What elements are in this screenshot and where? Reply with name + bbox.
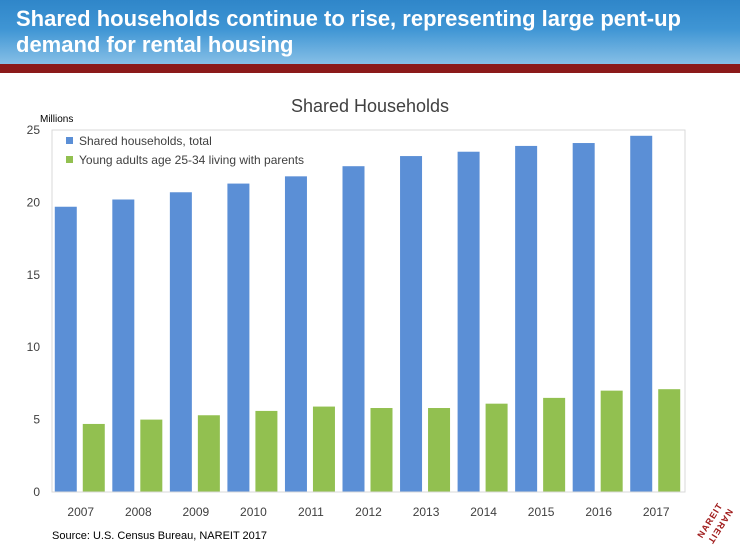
legend-label: Shared households, total	[79, 134, 212, 148]
bar-young-adults	[600, 390, 623, 492]
x-tick-label: 2017	[643, 505, 670, 519]
bar-shared-households	[457, 151, 480, 492]
bar-young-adults	[312, 406, 335, 492]
x-tick-label: 2010	[240, 505, 267, 519]
y-tick-label: 0	[33, 485, 40, 499]
bar-young-adults	[543, 397, 566, 492]
x-axis-ticks: 2007 2008 2009 2010 2011 2012 2013 2014 2015 2016…	[67, 505, 669, 519]
y-tick-label: 10	[27, 340, 41, 354]
bar-young-adults	[197, 415, 220, 492]
y-axis-label: Millions	[40, 114, 74, 125]
bar-shared-households	[112, 199, 135, 492]
bar-young-adults	[82, 423, 105, 492]
source-note: Source: U.S. Census Bureau, NAREIT 2017	[52, 530, 268, 542]
bar-shared-households	[400, 156, 423, 492]
chart-bars	[54, 135, 681, 493]
bar-young-adults	[140, 419, 163, 492]
slide-header: Shared households continue to rise, repr…	[0, 0, 740, 64]
bar-young-adults	[255, 410, 278, 492]
chart-title: Shared Households	[290, 96, 450, 116]
y-tick-label: 25	[27, 123, 41, 137]
bar-shared-households	[572, 143, 595, 493]
legend-swatch	[66, 156, 73, 163]
y-tick-label: 5	[33, 413, 40, 427]
bar-young-adults	[485, 403, 508, 492]
nareit-logo: NAREIT NAREIT	[695, 501, 735, 546]
bar-shared-households	[342, 166, 365, 492]
x-tick-label: 2008	[125, 505, 152, 519]
bar-shared-households	[227, 183, 250, 493]
x-tick-label: 2014	[470, 505, 497, 519]
y-tick-label: 20	[27, 195, 41, 209]
bar-shared-households	[515, 145, 538, 493]
bar-shared-households	[284, 176, 307, 492]
legend: Shared households, total Young adults age…	[66, 134, 304, 167]
x-tick-label: 2009	[183, 505, 210, 519]
y-axis-ticks: 0 5 10 15 20 25	[27, 123, 41, 499]
x-tick-label: 2011	[298, 505, 324, 519]
x-tick-label: 2013	[413, 505, 440, 519]
x-tick-label: 2016	[585, 505, 612, 519]
bar-shared-households	[169, 192, 192, 492]
bar-young-adults	[428, 408, 451, 492]
slide-title: Shared households continue to rise, repr…	[16, 6, 681, 57]
bar-young-adults	[370, 408, 393, 492]
x-tick-label: 2015	[528, 505, 555, 519]
x-tick-label: 2007	[67, 505, 94, 519]
plot-area-frame	[51, 129, 686, 493]
y-tick-label: 15	[27, 268, 41, 282]
x-tick-label: 2012	[355, 505, 382, 519]
bar-shared-households	[630, 135, 653, 493]
bar-young-adults	[658, 389, 681, 492]
bar-shared-households	[54, 206, 77, 492]
legend-label: Young adults age 25-34 living with paren…	[79, 153, 304, 167]
legend-swatch	[66, 137, 73, 144]
header-rule	[0, 64, 740, 73]
